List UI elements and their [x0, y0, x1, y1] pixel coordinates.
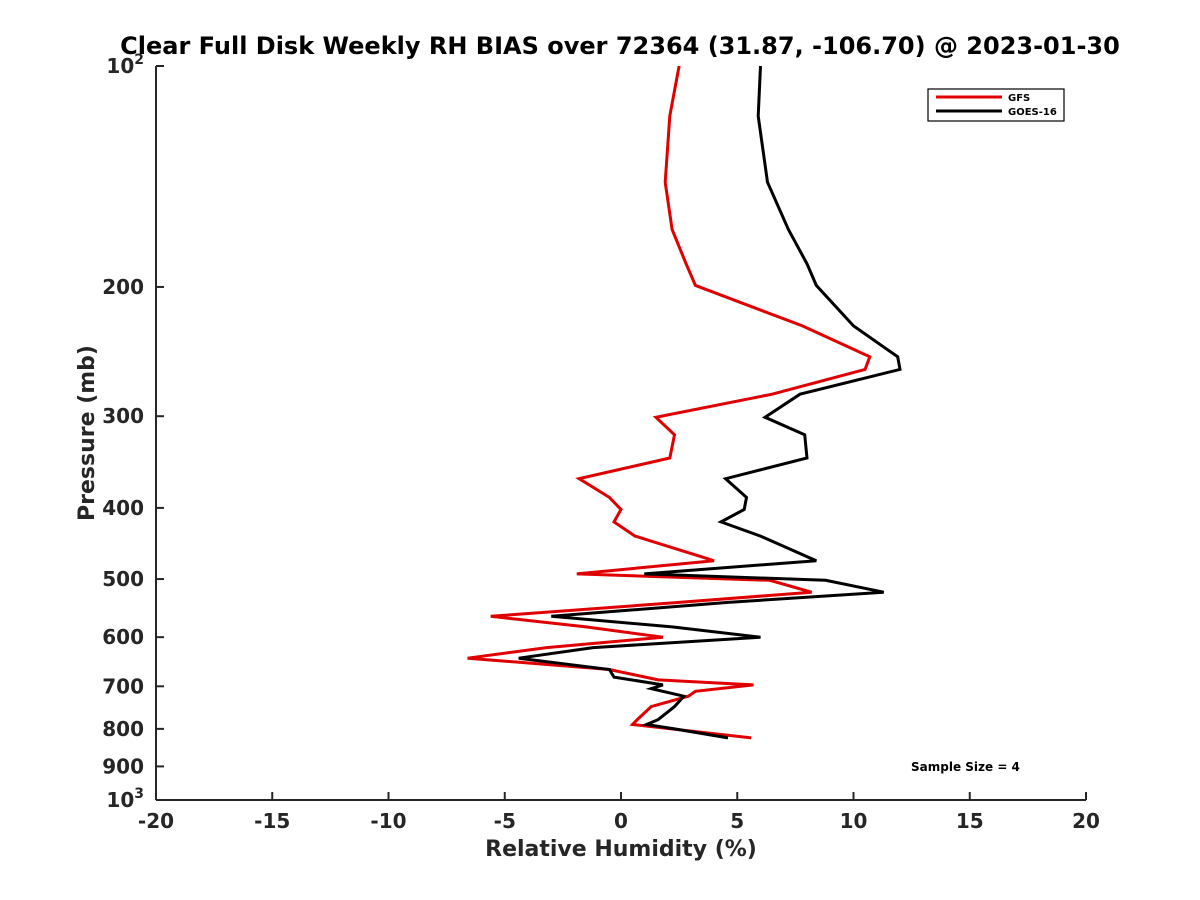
legend-label-goes-16: GOES-16: [1008, 107, 1057, 118]
x-axis-label: Relative Humidity (%): [485, 837, 757, 862]
legend: GFS GOES-16: [927, 88, 1065, 122]
y-tick-label: 300: [102, 404, 144, 428]
x-tick-label: 0: [614, 809, 628, 833]
y-tick-label: 400: [102, 496, 144, 520]
x-tick-label: 5: [730, 809, 744, 833]
y-tick-label: 200: [102, 275, 144, 299]
y-tick-label: 500: [102, 567, 144, 591]
y-tick-label-base: 10: [106, 788, 134, 812]
x-axis-ticks: -20 -15 -10 -5 0 5 10 15 20: [138, 792, 1100, 833]
series-line-gfs: [467, 65, 872, 740]
plot-area: -20 -15 -10 -5 0 5 10 15 20 10220030040050060070…: [102, 52, 1100, 833]
y-tick-label: 103: [106, 786, 144, 812]
x-tick-label: -10: [370, 809, 406, 833]
y-tick-label-exponent: 2: [134, 52, 144, 68]
y-tick-label-exponent: 3: [134, 786, 144, 802]
x-tick-label: 10: [840, 809, 868, 833]
x-tick-label: -20: [138, 809, 174, 833]
x-tick-label: -5: [494, 809, 516, 833]
legend-label-gfs: GFS: [1008, 93, 1030, 104]
y-tick-label-base: 10: [106, 54, 134, 78]
x-tick-label: 15: [956, 809, 984, 833]
legend-box: [927, 88, 1065, 122]
y-tick-label: 700: [102, 674, 144, 698]
y-tick-label: 900: [102, 754, 144, 778]
chart-title: Clear Full Disk Weekly RH BIAS over 7236…: [120, 32, 1120, 60]
x-tick-label: 20: [1072, 809, 1100, 833]
x-tick-label: -15: [254, 809, 290, 833]
y-tick-label: 102: [106, 52, 144, 78]
sample-size-annotation: Sample Size = 4: [911, 760, 1020, 774]
y-tick-label: 600: [102, 625, 144, 649]
y-axis-label: Pressure (mb): [75, 345, 100, 521]
series-layer: [467, 65, 902, 740]
series-line-goes-16: [518, 65, 902, 740]
y-tick-label: 800: [102, 717, 144, 741]
